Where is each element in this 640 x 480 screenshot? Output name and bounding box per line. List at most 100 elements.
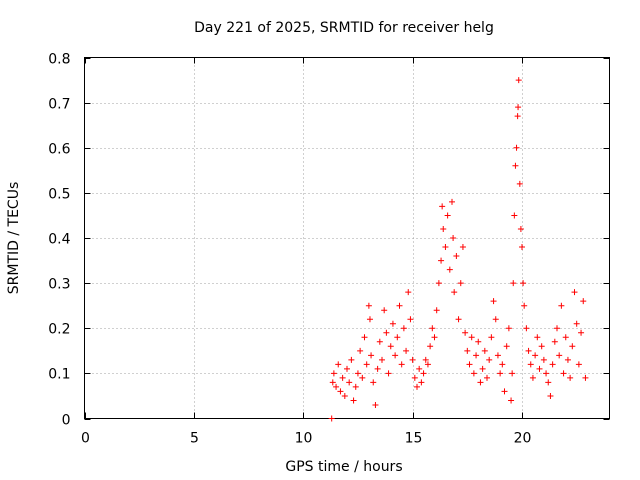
data-point	[549, 361, 556, 368]
data-point	[477, 379, 484, 386]
data-point	[464, 347, 471, 354]
data-point	[560, 370, 567, 377]
x-axis-title: GPS time / hours	[285, 459, 402, 475]
data-point	[335, 361, 342, 368]
data-point	[578, 329, 585, 336]
data-point	[481, 347, 488, 354]
data-point	[564, 356, 571, 363]
data-point	[515, 77, 522, 84]
data-point	[503, 343, 510, 350]
data-point	[354, 370, 361, 377]
data-point	[442, 244, 449, 251]
data-point	[330, 370, 337, 377]
data-point	[575, 361, 582, 368]
data-point	[516, 180, 523, 187]
data-point	[473, 352, 480, 359]
data-point	[558, 302, 565, 309]
data-point	[532, 352, 539, 359]
data-point	[366, 316, 373, 323]
data-point	[403, 347, 410, 354]
data-point	[407, 316, 414, 323]
y-tick-label: 0	[62, 413, 71, 429]
y-tick-label: 0.8	[48, 52, 70, 68]
y-tick-label: 0.4	[48, 232, 70, 248]
data-point	[429, 325, 436, 332]
data-point	[389, 320, 396, 327]
data-point	[329, 379, 336, 386]
data-point	[520, 280, 527, 287]
data-point	[372, 401, 379, 408]
data-point	[339, 374, 346, 381]
data-point	[497, 370, 504, 377]
x-tick-label: 0	[81, 431, 90, 447]
data-point	[567, 374, 574, 381]
data-point	[359, 374, 366, 381]
data-point	[346, 379, 353, 386]
data-point	[459, 244, 466, 251]
data-point	[405, 289, 412, 296]
data-point	[438, 257, 445, 264]
data-point	[424, 361, 431, 368]
data-point	[422, 356, 429, 363]
data-point	[457, 280, 464, 287]
data-point	[514, 113, 521, 120]
data-point	[479, 365, 486, 372]
data-point	[543, 370, 550, 377]
data-point	[361, 334, 368, 341]
data-point	[439, 203, 446, 210]
data-point	[365, 302, 372, 309]
data-point	[569, 343, 576, 350]
x-tick-labels: 0 5 10 15 20	[81, 431, 531, 447]
data-point	[536, 365, 543, 372]
data-point	[523, 325, 530, 332]
chart-title: Day 221 of 2025, SRMTID for receiver hel…	[194, 20, 494, 36]
data-point	[398, 361, 405, 368]
data-point	[455, 316, 462, 323]
data-point	[374, 365, 381, 372]
data-points	[328, 77, 589, 422]
data-point	[411, 374, 418, 381]
data-point	[580, 298, 587, 305]
data-point	[418, 379, 425, 386]
data-point	[344, 365, 350, 372]
data-point	[450, 235, 457, 241]
data-point	[435, 280, 442, 287]
data-point	[519, 244, 525, 251]
grid-lines	[84, 57, 610, 419]
data-point	[468, 334, 475, 341]
data-point	[505, 325, 512, 332]
data-point	[508, 397, 515, 404]
y-axis-title: SRMTID / TECUs	[6, 182, 22, 295]
data-point	[462, 329, 469, 336]
data-point	[350, 397, 357, 404]
data-point	[475, 338, 482, 345]
data-point	[527, 361, 534, 368]
data-point	[513, 144, 520, 151]
y-tick-labels: 0 0.1 0.2 0.3 0.4 0.5 0.6 0.7 0.8	[48, 52, 70, 429]
data-point	[545, 379, 552, 386]
data-point	[488, 334, 495, 341]
x-tick-label: 15	[405, 431, 423, 447]
data-point	[499, 361, 506, 368]
data-point	[573, 320, 580, 327]
data-point	[512, 162, 519, 169]
data-point	[348, 356, 355, 363]
y-tick-label: 0.2	[48, 322, 70, 338]
data-point	[547, 392, 554, 399]
data-point	[562, 334, 569, 341]
data-point	[525, 347, 532, 354]
data-point	[387, 343, 394, 350]
data-point	[511, 212, 518, 219]
data-point	[352, 383, 359, 390]
data-point	[416, 365, 423, 372]
data-point	[385, 370, 392, 377]
data-point	[571, 289, 578, 296]
data-point	[383, 329, 390, 336]
x-tick-label: 10	[295, 431, 313, 447]
data-point	[521, 302, 528, 309]
data-point	[517, 225, 524, 232]
data-point	[394, 334, 401, 341]
data-point	[453, 253, 460, 260]
data-point	[538, 343, 545, 350]
y-tick-label: 0.5	[48, 187, 70, 203]
